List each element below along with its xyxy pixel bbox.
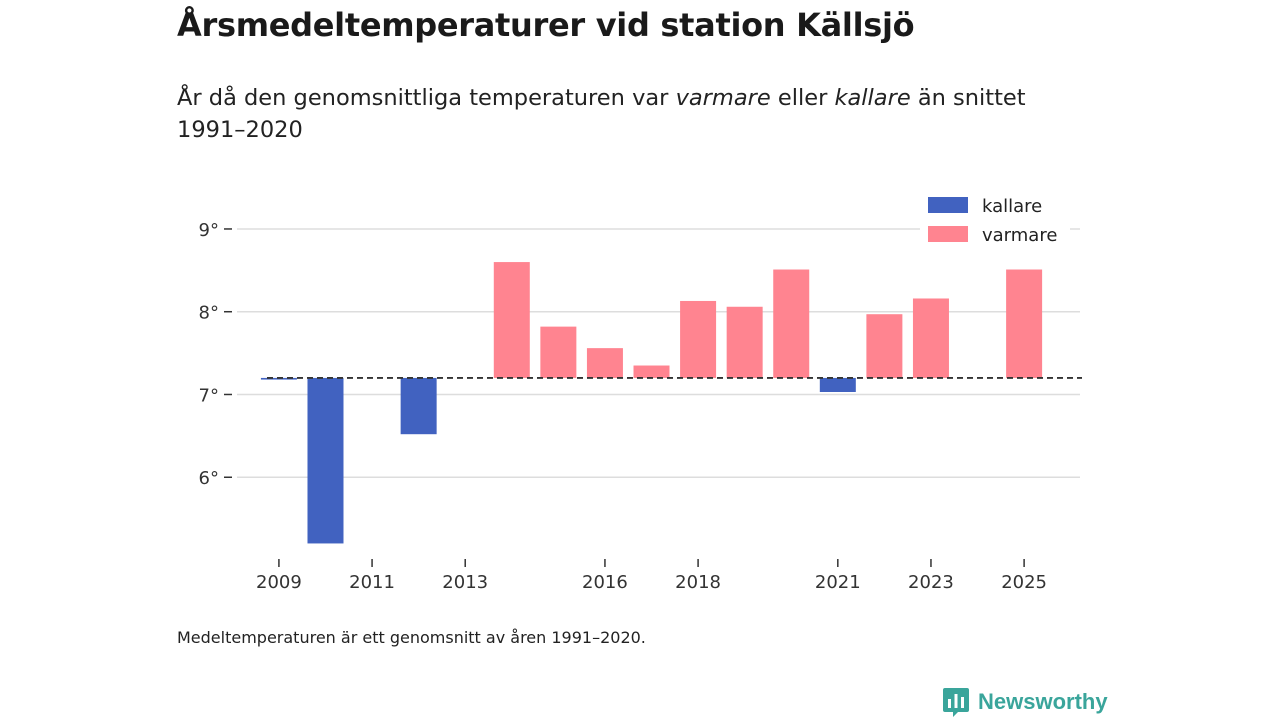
y-tick-label-8: 8° [199, 303, 219, 324]
bar-2015 [540, 326, 577, 378]
bar-2025 [1006, 269, 1043, 378]
y-tick-label-7: 7° [199, 385, 219, 406]
x-tick-label-2023: 2023 [908, 572, 954, 593]
x-tick-label-2011: 2011 [349, 572, 395, 593]
y-tick-label-6: 6° [199, 468, 219, 489]
bar-2020 [773, 269, 810, 378]
axis-layer: 6° 7° 8° 9° 2009 2011 2013 2016 2018 2021 2023 2025 [199, 220, 1047, 593]
x-tick-label-2016: 2016 [582, 572, 628, 593]
bar-layer [260, 262, 1043, 544]
x-tick-label-2025: 2025 [1001, 572, 1047, 593]
grid-layer [237, 228, 1080, 478]
footnote: Medeltemperaturen är ett genomsnitt av å… [177, 628, 646, 647]
subtitle-emphasis-warmer: varmare [675, 85, 771, 111]
bar-2023 [912, 298, 949, 378]
x-tick-label-2018: 2018 [675, 572, 721, 593]
bar-2018 [680, 300, 717, 378]
bar-2022 [866, 314, 903, 378]
bar-2021 [819, 377, 856, 392]
bar-2017 [633, 365, 670, 378]
subtitle-text-1: År då den genomsnittliga temperaturen va… [177, 85, 676, 111]
y-tick-label-9: 9° [199, 220, 219, 241]
x-tick-label-2021: 2021 [815, 572, 861, 593]
x-tick-label-2009: 2009 [256, 572, 302, 593]
bar-2014 [493, 262, 530, 378]
subtitle-emphasis-colder: kallare [834, 85, 911, 111]
chart-title: Årsmedeltemperaturer vid station Källsjö [177, 6, 915, 44]
bar-2016 [586, 348, 623, 378]
legend-swatch-warmer [928, 226, 968, 242]
bar-2010 [307, 377, 344, 544]
x-tick-label-2013: 2013 [442, 572, 488, 593]
subtitle-text-3: än snittet 1991–2020 [177, 85, 1026, 143]
legend-label-warmer: varmare [982, 225, 1057, 246]
brand-name: Newsworthy [978, 689, 1108, 714]
chart-subtitle: År då den genomsnittliga temperaturen va… [177, 82, 1057, 146]
legend-label-colder: kallare [982, 196, 1042, 217]
legend-swatch-colder [928, 197, 968, 213]
newsworthy-logo-icon [943, 688, 969, 717]
bar-2019 [726, 306, 763, 378]
bar-2012 [400, 377, 437, 435]
subtitle-text-2: eller [770, 85, 835, 111]
legend: kallare varmare [920, 188, 1070, 250]
brand-logo: Newsworthy [942, 686, 1108, 718]
